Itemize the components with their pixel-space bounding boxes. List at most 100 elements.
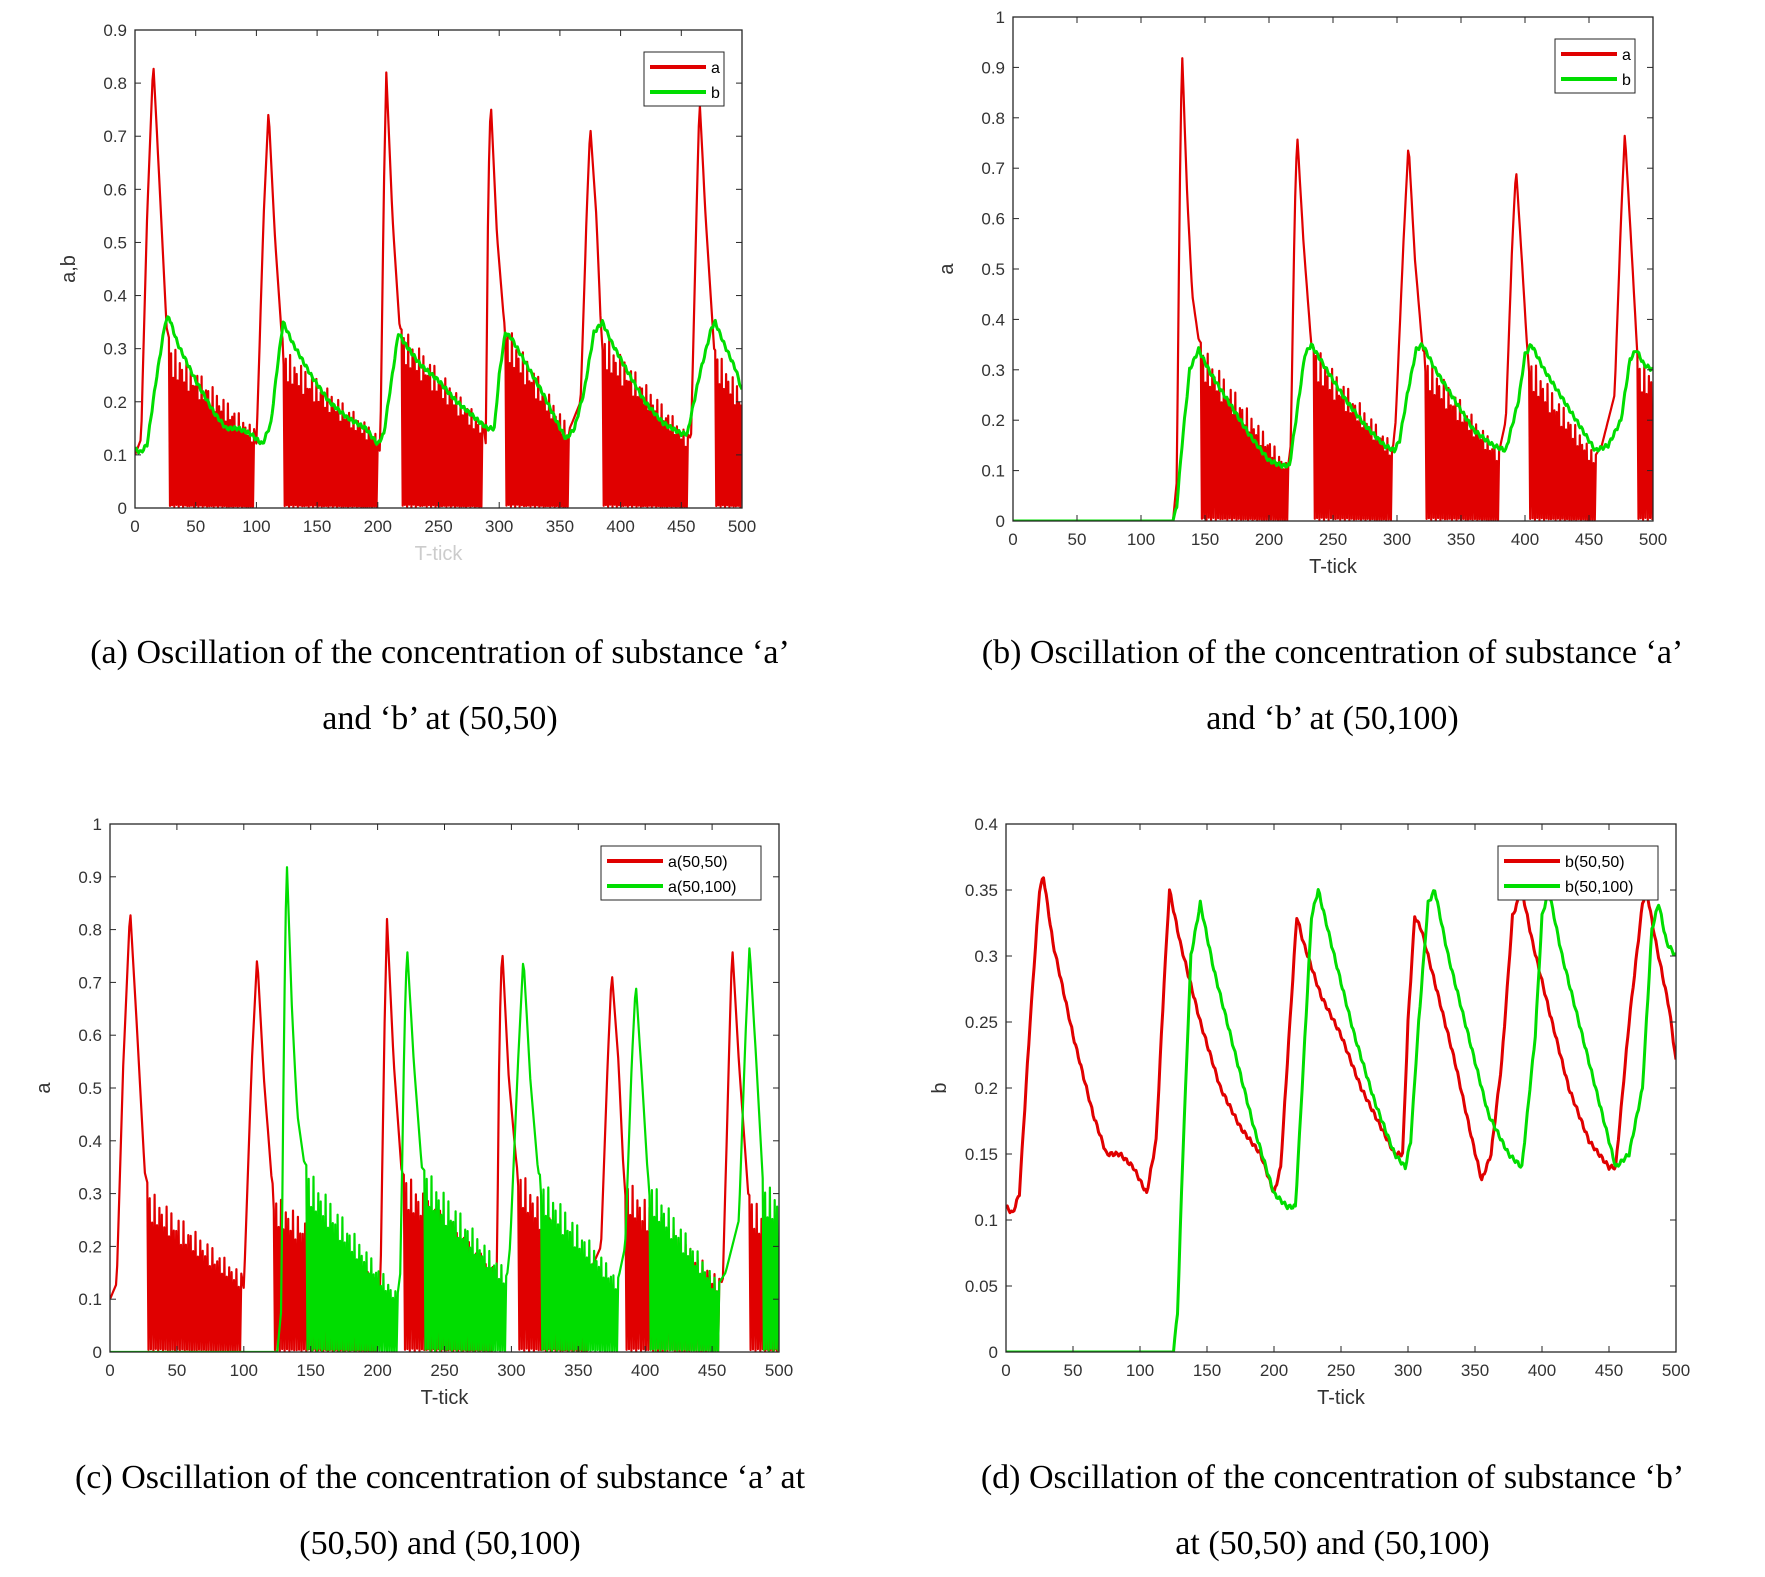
x-tick-label: 250	[430, 1361, 458, 1380]
x-tick-label: 150	[1191, 530, 1219, 549]
y-axis: 0 0.1 0.2 0.3 0.4 0.5 0.6 0.7 0.8 0.9	[103, 21, 742, 518]
x-tick-label: 500	[1662, 1361, 1690, 1380]
x-tick-label: 150	[303, 517, 331, 536]
y-tick-label: 0.9	[103, 21, 127, 40]
series-group	[110, 866, 779, 1352]
y-tick-label: 0.3	[974, 947, 998, 966]
x-tick-label: 150	[1193, 1361, 1221, 1380]
x-tick-label: 100	[1127, 530, 1155, 549]
x-tick-label: 450	[667, 517, 695, 536]
caption-d-line2: at (50,50) and (50,100)	[1175, 1525, 1490, 1562]
x-tick-label: 500	[765, 1361, 793, 1380]
x-tick-label: 0	[105, 1361, 114, 1380]
x-tick-label: 200	[364, 517, 392, 536]
y-tick-label: 0.15	[965, 1145, 998, 1164]
x-axis-label: T-tick	[1317, 1387, 1366, 1409]
y-tick-label: 0.4	[78, 1132, 102, 1151]
x-axis: 0 50 100 150 200 250 300 350 400 450 500	[1008, 17, 1667, 549]
chart-panel-d: 0 50 100 150 200 250 300 350 400 450 500 0 0.05 0.1 0.…	[929, 815, 1690, 1409]
x-axis: 0 50 100 150 200 250 300 350 400 450 500	[1001, 824, 1690, 1380]
caption-a: (a) Oscillation of the concentration of …	[0, 620, 880, 752]
x-tick-label: 250	[1319, 530, 1347, 549]
y-axis: 0 0.1 0.2 0.3 0.4 0.5 0.6 0.7 0.8 0.9 1	[78, 815, 779, 1362]
x-tick-label: 300	[497, 1361, 525, 1380]
y-tick-label: 0.6	[103, 180, 127, 199]
y-tick-label: 0.35	[965, 881, 998, 900]
y-tick-label: 0.8	[981, 109, 1005, 128]
series-line-b	[135, 315, 742, 455]
series-line-a-50-100-	[110, 866, 779, 1352]
legend-entry: b(50,100)	[1565, 879, 1634, 896]
y-tick-label: 0.3	[78, 1185, 102, 1204]
x-axis: 0 50 100 150 200 250 300 350 400 450 500	[105, 824, 793, 1380]
x-tick-label: 200	[1255, 530, 1283, 549]
y-tick-label: 0.2	[974, 1079, 998, 1098]
caption-c-line2: (50,50) and (50,100)	[299, 1525, 581, 1562]
x-tick-label: 100	[242, 517, 270, 536]
x-tick-label: 150	[297, 1361, 325, 1380]
x-tick-label: 450	[1595, 1361, 1623, 1380]
caption-a-line2: and ‘b’ at (50,50)	[322, 700, 558, 737]
legend-entry: a(50,100)	[668, 879, 737, 896]
caption-b: (b) Oscillation of the concentration of …	[900, 620, 1765, 752]
y-axis: 0 0.05 0.1 0.15 0.2 0.25 0.3 0.35 0.4	[965, 815, 1676, 1362]
legend-box	[600, 845, 762, 901]
y-tick-label: 0	[118, 499, 127, 518]
legend-entry: b	[711, 85, 720, 102]
y-tick-label: 0.6	[981, 210, 1005, 229]
x-axis: 0 50 100 150 200 250 300 350 400 450 500	[130, 30, 756, 536]
x-axis-label: T-tick	[421, 1387, 470, 1409]
legend-entry: a	[1622, 47, 1631, 64]
legend: ab	[643, 51, 725, 107]
caption-d: (d) Oscillation of the concentration of …	[900, 1445, 1765, 1577]
x-tick-label: 50	[167, 1361, 186, 1380]
x-tick-label: 450	[1575, 530, 1603, 549]
x-tick-label: 450	[698, 1361, 726, 1380]
x-tick-label: 400	[631, 1361, 659, 1380]
y-tick-label: 0.1	[974, 1211, 998, 1230]
series-group	[1006, 876, 1676, 1352]
y-tick-label: 0.25	[965, 1013, 998, 1032]
x-tick-label: 50	[1064, 1361, 1083, 1380]
legend: b(50,50) b(50,100)	[1497, 845, 1659, 901]
y-tick-label: 0.4	[974, 815, 998, 834]
x-tick-label: 400	[1528, 1361, 1556, 1380]
y-tick-label: 0.7	[981, 159, 1005, 178]
caption-b-line1: (b) Oscillation of the concentration of …	[981, 634, 1684, 671]
y-tick-label: 0.9	[981, 58, 1005, 77]
caption-a-line1: (a) Oscillation of the concentration of …	[90, 634, 790, 671]
x-axis-label: T-tick	[415, 543, 464, 565]
series-group	[1013, 57, 1653, 521]
y-tick-label: 0	[989, 1343, 998, 1362]
chart-panel-b: 0 50 100 150 200 250 300 350 400 450 500 0 0.1 0.2 0.3…	[936, 8, 1667, 578]
y-axis: 0 0.1 0.2 0.3 0.4 0.5 0.6 0.7 0.8 0.9 1	[981, 8, 1653, 531]
y-axis-label: a	[936, 263, 958, 275]
x-tick-label: 350	[546, 517, 574, 536]
series-line-b-50-100-	[1006, 888, 1676, 1352]
x-tick-label: 100	[230, 1361, 258, 1380]
y-tick-label: 0.1	[981, 462, 1005, 481]
x-tick-label: 250	[424, 517, 452, 536]
legend-box	[1554, 38, 1636, 94]
y-axis-label: b	[929, 1082, 951, 1093]
y-tick-label: 1	[996, 8, 1005, 27]
y-tick-label: 0.2	[981, 411, 1005, 430]
y-tick-label: 0.2	[103, 393, 127, 412]
y-axis-label: a	[33, 1082, 55, 1094]
y-tick-label: 0.8	[78, 921, 102, 940]
legend-entry: a(50,50)	[668, 854, 728, 871]
y-tick-label: 0.5	[981, 260, 1005, 279]
y-tick-label: 0.8	[103, 74, 127, 93]
legend-entry: b(50,50)	[1565, 854, 1625, 871]
chart-panel-c: 0 50 100 150 200 250 300 350 400 450 500 0 0.1 0.2 0.3…	[33, 815, 793, 1409]
x-axis-label: T-tick	[1309, 556, 1358, 578]
x-tick-label: 350	[1447, 530, 1475, 549]
x-tick-label: 250	[1327, 1361, 1355, 1380]
x-tick-label: 350	[1461, 1361, 1489, 1380]
x-tick-label: 300	[1383, 530, 1411, 549]
x-tick-label: 200	[1260, 1361, 1288, 1380]
y-tick-label: 0.1	[78, 1290, 102, 1309]
x-tick-label: 400	[606, 517, 634, 536]
legend-entry: b	[1622, 72, 1631, 89]
